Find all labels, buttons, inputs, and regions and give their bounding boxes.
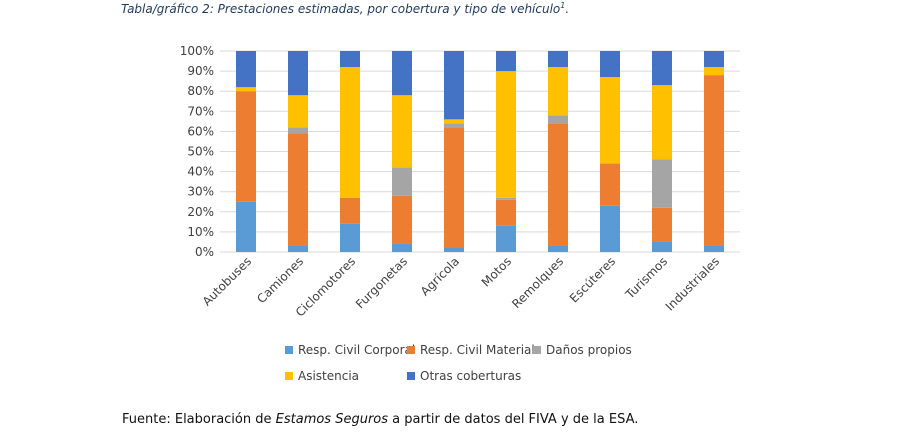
bar-segment (340, 51, 360, 68)
x-tick-label: Camiones (254, 254, 306, 306)
source-emphasis: Estamos Seguros (275, 412, 389, 427)
bar-segment (288, 245, 308, 252)
source-prefix: Fuente: Elaboración de (122, 412, 276, 427)
footnote-mark: 1 (560, 1, 566, 10)
bar-segment (340, 223, 360, 252)
bar-segment (392, 195, 412, 244)
y-tick-label: 0% (195, 245, 214, 259)
source-note: Fuente: Elaboración de Estamos Seguros a… (122, 412, 638, 427)
bar-segment (652, 85, 672, 160)
bar-segment (704, 75, 724, 246)
bar-segment (652, 51, 672, 86)
bar-segment (340, 197, 360, 224)
bar-segment (236, 51, 256, 88)
bar-segment (288, 51, 308, 96)
bar-segment (496, 199, 516, 226)
source-suffix: a partir de datos del FIVA y de la ESA. (388, 412, 639, 427)
bar-segment (444, 123, 464, 128)
bar-segment (652, 241, 672, 252)
bar-segment (496, 71, 516, 198)
y-tick-label: 40% (187, 165, 214, 179)
chart-caption: Tabla/gráfico 2: Prestaciones estimadas,… (121, 1, 570, 16)
x-tick-label: Escúteres (567, 254, 618, 305)
x-tick-label: Turismos (622, 254, 670, 302)
x-tick-label: Motos (479, 254, 514, 289)
x-tick-label: Autobuses (200, 254, 254, 308)
y-tick-label: 50% (187, 145, 214, 159)
y-tick-label: 30% (187, 185, 214, 199)
bar-segment (288, 95, 308, 128)
bar-segment (548, 245, 568, 252)
bar-segment (652, 207, 672, 242)
bar-segment (548, 123, 568, 246)
bar-segment (548, 67, 568, 116)
y-tick-label: 70% (187, 104, 214, 118)
bar-segment (444, 51, 464, 120)
bar-segment (600, 51, 620, 78)
chart-caption-text: Tabla/gráfico 2: Prestaciones estimadas,… (121, 2, 561, 16)
x-tick-label: Remolques (509, 254, 566, 311)
bar-segment (288, 133, 308, 246)
bar-segment (392, 243, 412, 252)
bar-segment (652, 159, 672, 208)
x-tick-label: Industriales (663, 254, 722, 313)
x-tick-label: Agrícola (418, 254, 462, 298)
bar-segment (236, 87, 256, 92)
bar-segment (496, 225, 516, 252)
y-tick-label: 20% (187, 205, 214, 219)
y-tick-label: 60% (187, 124, 214, 138)
bar-segment (704, 67, 724, 76)
bar-segment (548, 115, 568, 124)
bar-segment (496, 197, 516, 200)
bar-segment (236, 201, 256, 252)
bar-segment (600, 163, 620, 206)
bar-segment (288, 127, 308, 134)
bar-segment (600, 205, 620, 252)
bar-segment (340, 67, 360, 198)
bar-segment (704, 245, 724, 252)
bar-segment (392, 51, 412, 96)
bar-segment (600, 77, 620, 164)
bar-segment (444, 127, 464, 248)
bar-segment (496, 51, 516, 72)
x-tick-label: Furgonetas (353, 254, 410, 311)
bar-segment (392, 95, 412, 168)
bar-segment (704, 51, 724, 68)
bar-segment (444, 119, 464, 124)
y-tick-label: 100% (180, 44, 214, 58)
bar-segment (548, 51, 568, 68)
y-tick-label: 80% (187, 84, 214, 98)
y-tick-label: 90% (187, 64, 214, 78)
bar-segment (444, 247, 464, 252)
bar-segment (392, 167, 412, 196)
y-tick-label: 10% (187, 225, 214, 239)
bar-segment (236, 91, 256, 202)
